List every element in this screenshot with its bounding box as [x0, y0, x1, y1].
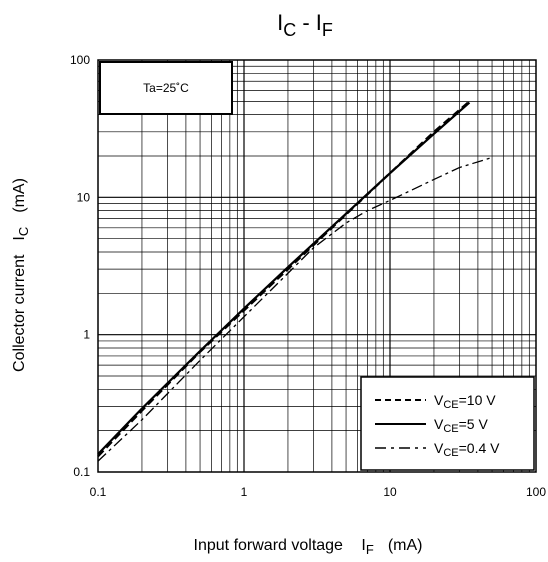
x-axis-label-text: Input forward voltage [194, 537, 344, 554]
chart-title: IC - IF [277, 10, 333, 40]
x-tick-labels: 0.1 1 10 100 [90, 485, 547, 499]
series-group [97, 100, 493, 462]
series-line-dashdot [97, 156, 493, 462]
x-axis-label: Input forward voltage IF (mA) [194, 537, 423, 557]
y-tick-label: 100 [70, 53, 90, 67]
condition-label: Ta=25˚C [143, 81, 189, 95]
y-tick-labels: 0.1 1 10 100 [70, 53, 90, 479]
x-axis-label-unit: (mA) [388, 537, 423, 554]
y-tick-label: 0.1 [73, 465, 90, 479]
x-axis-label-sub: F [366, 542, 374, 557]
y-axis-label-unit: (mA) [11, 178, 28, 213]
title-base-2: I [316, 10, 322, 35]
title-sub-1: C [283, 20, 296, 40]
y-axis-label-symbol: I [11, 236, 28, 240]
y-tick-label: 1 [83, 328, 90, 342]
title-base-1: I [277, 10, 283, 35]
y-tick-label: 10 [77, 190, 91, 204]
plot-frame [97, 59, 537, 473]
y-axis-label: Collector current IC (mA) [11, 178, 31, 372]
title-dash: - [296, 10, 316, 35]
x-tick-label: 100 [526, 485, 546, 499]
x-tick-label: 1 [241, 485, 248, 499]
x-axis-label-symbol: I [361, 537, 365, 554]
condition-box [99, 61, 233, 115]
legend-label: VCE=5 V [434, 416, 488, 435]
y-axis-label-text: Collector current [11, 254, 28, 372]
title-sub-2: F [322, 20, 333, 40]
x-tick-label: 10 [383, 485, 397, 499]
series-line-solid [97, 101, 471, 455]
x-tick-label: 0.1 [90, 485, 107, 499]
y-axis-label-sub: C [16, 227, 31, 236]
legend: VCE=10 V VCE=5 V VCE=0.4 V [375, 392, 500, 459]
legend-label: VCE=10 V [434, 392, 496, 411]
legend-label: VCE=0.4 V [434, 440, 500, 459]
